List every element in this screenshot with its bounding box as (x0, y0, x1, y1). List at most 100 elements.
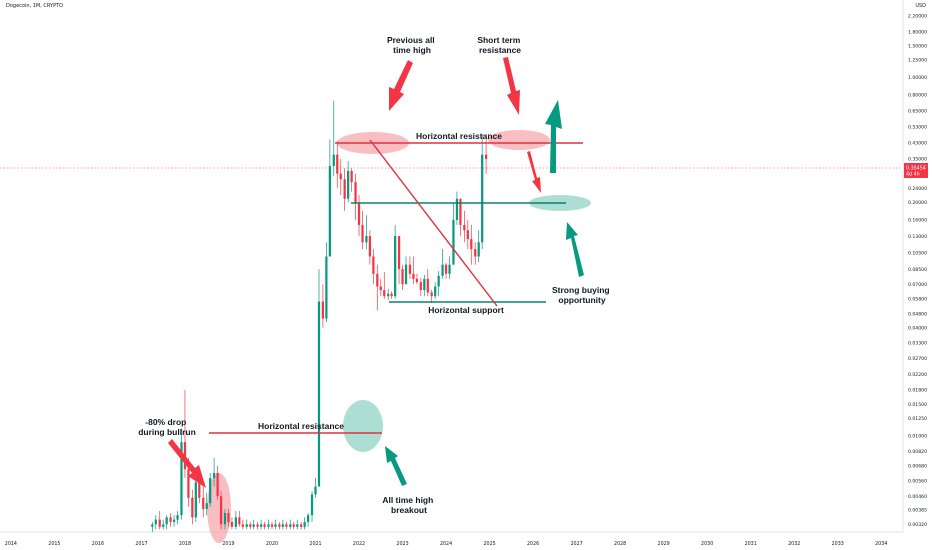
candle (187, 469, 190, 498)
price-tick-label: 0.24000 (908, 186, 927, 192)
time-tick-label: 2017 (135, 541, 147, 547)
candle (404, 264, 408, 285)
time-tick-label: 2026 (527, 541, 539, 547)
candle (249, 524, 252, 527)
candle (238, 517, 241, 525)
time-tick-label: 2024 (440, 541, 452, 547)
candle (415, 278, 419, 283)
horiz-support-label: Horizontal support (428, 305, 504, 315)
candle (383, 290, 386, 297)
time-tick-label: 2027 (571, 541, 583, 547)
candle (474, 249, 477, 257)
candle (408, 264, 412, 274)
price-tick-label: 2.20000 (908, 14, 927, 20)
candle (376, 273, 379, 287)
time-tick-label: 2021 (309, 541, 321, 547)
candle (216, 472, 219, 497)
time-tick-label: 2015 (48, 541, 60, 547)
candle (328, 165, 331, 257)
candle (368, 236, 372, 257)
arrow-pullback (527, 151, 541, 193)
candle (466, 230, 469, 240)
candle (234, 517, 237, 527)
candle (347, 170, 350, 199)
time-tick-label: 2014 (5, 541, 17, 547)
candle (437, 275, 440, 287)
candle (314, 486, 317, 495)
candle (154, 519, 157, 525)
price-tick-label: 0.01250 (908, 416, 927, 422)
candle (430, 292, 433, 297)
svg-text:4d 4h: 4d 4h (906, 172, 920, 178)
candle (332, 154, 335, 166)
candle (202, 497, 205, 509)
time-tick-label: 2023 (396, 541, 408, 547)
price-axis[interactable]: 2.20000 1.80000 1.50000 1.25000 1.00000 0.800… (908, 14, 927, 528)
candle (448, 264, 451, 274)
short-term-label: Short term resistance (477, 35, 522, 55)
candle (194, 482, 197, 518)
candle (198, 482, 201, 498)
candle (321, 301, 325, 319)
price-tick-label: 0.35000 (908, 157, 927, 163)
price-tick-label: 0.01800 (908, 388, 927, 394)
candle (434, 286, 437, 297)
candle (289, 524, 292, 527)
time-tick-label: 2022 (353, 541, 365, 547)
candle (165, 517, 168, 525)
price-tick-label: 0.00385 (908, 508, 927, 514)
price-tick-label: 0.02200 (908, 372, 927, 378)
candle (252, 524, 255, 527)
price-tick-label: 0.04000 (908, 325, 927, 331)
arrow-drop (168, 439, 206, 488)
candle (270, 524, 274, 527)
candle (357, 202, 361, 225)
candle (263, 524, 266, 527)
time-tick-label: 2032 (788, 541, 800, 547)
candle (212, 472, 216, 479)
candle (274, 524, 277, 527)
candle (477, 242, 480, 257)
prev-ath-label: Previous all time high (387, 35, 437, 55)
candle (397, 236, 401, 270)
price-tick-label: 0.04800 (908, 311, 927, 317)
price-tick-label: 0.65000 (908, 109, 927, 115)
candle (343, 179, 346, 199)
time-tick-label: 2030 (701, 541, 713, 547)
price-tick-label: 0.07000 (908, 282, 927, 288)
arrow-up-big (545, 100, 562, 173)
time-tick-label: 2031 (745, 541, 757, 547)
price-tick-label: 0.00460 (908, 494, 927, 500)
candle (394, 236, 397, 297)
candle (285, 524, 288, 527)
time-tick-label: 2016 (92, 541, 104, 547)
candle (176, 515, 179, 520)
price-tick-label: 0.00820 (908, 449, 927, 455)
time-tick-label: 2029 (658, 541, 670, 547)
time-tick-label: 2034 (875, 541, 887, 547)
price-tick-label: 0.10500 (908, 250, 927, 256)
candle (230, 521, 234, 527)
candle (354, 182, 357, 203)
time-tick-label: 2020 (266, 541, 278, 547)
price-tick-label: 0.16000 (908, 218, 927, 224)
candle (317, 301, 321, 487)
time-tick-label: 2019 (222, 541, 234, 547)
drop-label: -80% drop during bullrun (138, 417, 196, 437)
candle (361, 224, 364, 243)
candle (303, 521, 306, 527)
time-tick-label: 2028 (614, 541, 626, 547)
candle (267, 524, 270, 527)
candle (172, 519, 176, 522)
time-axis[interactable]: 2014 2015 2016 2017 2018 2019 2020 2021 2022 2023… (5, 541, 888, 547)
candle (209, 478, 212, 504)
candle (412, 273, 415, 279)
current-price-badge: 0.35454 4d 4h (904, 163, 928, 178)
candle (452, 219, 455, 265)
price-tick-label: 1.80000 (908, 29, 927, 35)
strong-buy-label: Strong buying opportunity (552, 285, 612, 305)
candle (379, 286, 382, 291)
candle (372, 256, 375, 274)
time-tick-label: 2025 (483, 541, 495, 547)
